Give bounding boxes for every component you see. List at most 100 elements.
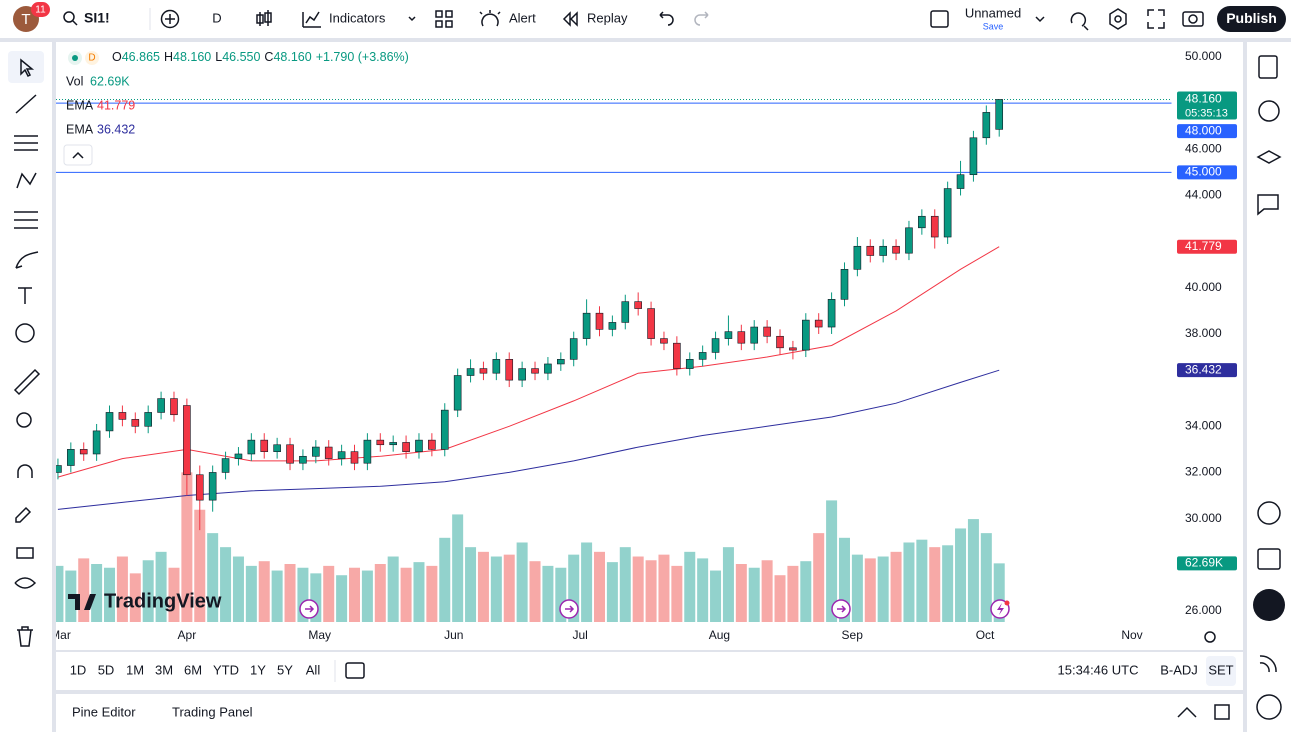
range-button[interactable]: 5D [98, 662, 115, 677]
x-tick-label: Oct [976, 628, 995, 642]
emoji-tool[interactable] [15, 323, 35, 343]
collapse-legend[interactable] [63, 144, 93, 166]
y-tick-label: 44.000 [1185, 188, 1222, 202]
event-icon-arrow [305, 605, 315, 613]
volume-bar [245, 565, 257, 622]
text-tool[interactable] [18, 287, 32, 304]
candle-body [711, 338, 720, 353]
candle-body [299, 455, 307, 464]
volume-bar [387, 556, 399, 622]
candle-body [92, 430, 101, 455]
b-adj[interactable]: B-ADJ [1160, 662, 1198, 677]
magnet-tool[interactable] [17, 464, 33, 478]
alerts-panel[interactable] [1258, 100, 1280, 122]
candle-body [183, 405, 191, 476]
indicators[interactable]: Indicators [329, 10, 386, 25]
volume-bar [581, 542, 593, 622]
add-symbol[interactable] [160, 9, 180, 29]
interval[interactable]: D [212, 10, 221, 25]
fullscreen[interactable] [1147, 9, 1165, 29]
layouts[interactable] [435, 10, 453, 28]
screenshot[interactable] [1182, 11, 1204, 27]
cursor-tool[interactable] [20, 58, 35, 78]
ohlc-key: H [164, 50, 173, 64]
session[interactable]: SET [1208, 662, 1233, 677]
goto-date[interactable] [345, 662, 365, 679]
hide-tool[interactable] [14, 577, 37, 589]
trading-panel[interactable]: Trading Panel [172, 704, 253, 719]
y-tick-label: 50.000 [1185, 49, 1222, 63]
layout-name[interactable]: Unnamed [965, 5, 1021, 20]
hline-label: 45.000 [1185, 165, 1222, 179]
trash[interactable] [17, 626, 33, 647]
axis-settings[interactable] [1204, 631, 1216, 643]
range-button[interactable]: 6M [184, 662, 202, 677]
apps[interactable] [1253, 589, 1285, 621]
range-button[interactable]: All [306, 662, 321, 677]
range-button[interactable]: 3M [155, 662, 173, 677]
lock-tool[interactable] [16, 547, 34, 559]
candle-body [453, 375, 462, 411]
ohlc-key: L [215, 50, 222, 64]
trendline-tool[interactable] [15, 94, 37, 114]
calendar[interactable] [1257, 548, 1281, 570]
candle-body [698, 352, 707, 360]
x-tick-label: Jul [572, 628, 587, 642]
candle-body [466, 368, 475, 376]
candle-body [518, 368, 526, 381]
last-price-box [1177, 91, 1237, 120]
fib-tool[interactable] [14, 135, 38, 151]
alert[interactable]: Alert [509, 10, 536, 25]
candle-body [260, 439, 269, 452]
watchlist[interactable] [1258, 55, 1278, 79]
redo[interactable] [694, 11, 709, 26]
hline-label: 48.000 [1185, 123, 1222, 137]
volume-bar [684, 551, 696, 622]
chart-type[interactable] [256, 10, 272, 26]
publish-button[interactable] [1217, 6, 1286, 32]
brush-tool[interactable] [15, 251, 39, 269]
settings[interactable] [1109, 8, 1127, 30]
candle-body [505, 359, 514, 381]
pine-editor[interactable]: Pine Editor [72, 704, 136, 719]
pattern-tool[interactable] [16, 172, 37, 189]
candle-body [144, 412, 152, 427]
volume-bar [903, 542, 915, 622]
volume-bar [851, 554, 863, 622]
candle-body [879, 245, 887, 256]
quick-search[interactable] [1070, 12, 1089, 31]
layers[interactable] [1256, 150, 1282, 164]
range-button[interactable]: 1Y [250, 662, 266, 677]
help[interactable] [1256, 694, 1282, 720]
maximize[interactable] [1214, 704, 1230, 720]
save[interactable]: Save [983, 21, 1004, 31]
replay[interactable]: Replay [587, 10, 628, 25]
search-icon [72, 20, 78, 26]
range-button[interactable]: 5Y [277, 662, 293, 677]
add-symbol-icon [165, 14, 175, 24]
candle-body [660, 338, 668, 344]
range-button[interactable]: 1D [70, 662, 87, 677]
volume-bar [568, 554, 580, 622]
target[interactable] [1257, 501, 1281, 525]
volume-bar [645, 560, 657, 622]
overlay: 50.000 46.000 44.000 40.000 38.000 34.000 32.0… [63, 49, 1237, 643]
stay-drawing[interactable] [15, 506, 32, 523]
measure-tool[interactable] [13, 368, 41, 396]
candle-body [814, 319, 823, 328]
symbol[interactable]: SI1! [84, 10, 110, 26]
range-button[interactable]: 1M [126, 662, 144, 677]
projection-tool[interactable] [14, 211, 38, 229]
volume-bar [606, 562, 618, 622]
chat[interactable] [1257, 194, 1279, 216]
collapse[interactable] [1177, 706, 1197, 718]
volume-bar [452, 514, 464, 622]
range-button[interactable]: YTD [213, 662, 239, 677]
event-icon-arrow [837, 605, 847, 613]
stream[interactable] [1259, 655, 1277, 673]
zoom-tool[interactable] [16, 412, 32, 428]
volume-bar [826, 500, 838, 622]
ohlc-value: 46.865 [122, 50, 160, 64]
undo[interactable] [659, 11, 674, 26]
volume-bar [374, 564, 386, 622]
